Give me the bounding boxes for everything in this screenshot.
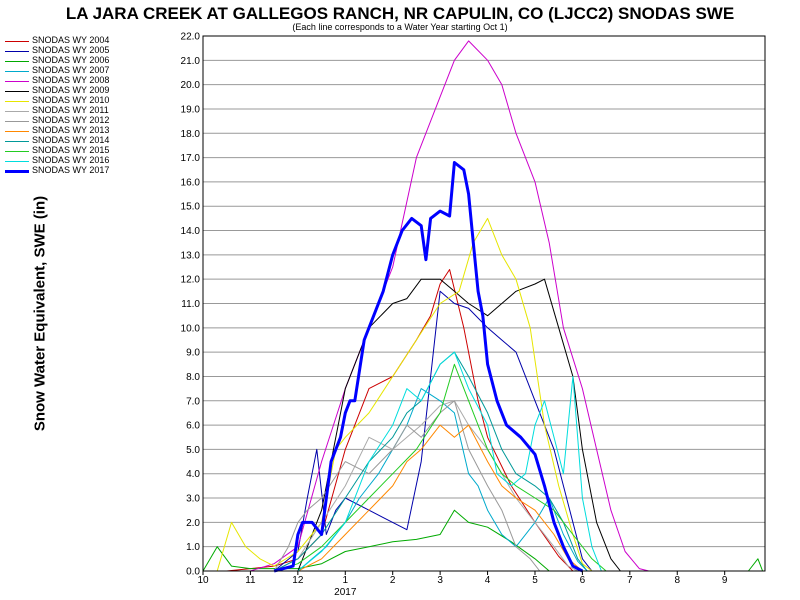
x-tick-label: 6 [580, 575, 586, 586]
y-tick-label: 18.0 [181, 129, 201, 140]
x-tick-label: 7 [627, 575, 633, 586]
series-line [297, 424, 583, 572]
legend-swatch [5, 41, 29, 42]
y-tick-label: 1.0 [186, 542, 200, 553]
y-tick-label: 5.0 [186, 445, 200, 456]
x-tick-label: 8 [674, 575, 680, 586]
series-line [273, 161, 584, 573]
series-line [273, 351, 588, 572]
legend-swatch [5, 61, 29, 62]
legend-swatch [5, 51, 29, 52]
legend-label: SNODAS WY 2016 [32, 155, 110, 165]
legend-label: SNODAS WY 2015 [32, 145, 110, 155]
legend-swatch [5, 121, 29, 122]
y-tick-label: 10.0 [181, 323, 201, 334]
series-layer [202, 40, 764, 573]
x-tick-label: 9 [722, 575, 728, 586]
x-tick-label: 5 [532, 575, 538, 586]
legend-label: SNODAS WY 2008 [32, 75, 110, 85]
y-tick-label: 19.0 [181, 104, 201, 115]
x-tick-label: 2 [390, 575, 396, 586]
legend-label: SNODAS WY 2004 [32, 35, 110, 45]
x-tick-label: 10 [197, 575, 209, 586]
series-line [273, 363, 607, 572]
chart-title: LA JARA CREEK AT GALLEGOS RANCH, NR CAPU… [65, 4, 735, 23]
y-tick-label: 8.0 [186, 372, 200, 383]
series-line [297, 388, 588, 572]
y-tick-label: 14.0 [181, 226, 201, 237]
x-tick-label: 1 [342, 575, 348, 586]
legend-label: SNODAS WY 2007 [32, 65, 110, 75]
y-tick-label: 17.0 [181, 153, 201, 164]
legend-label: SNODAS WY 2014 [32, 135, 110, 145]
legend-swatch [5, 141, 29, 142]
legend-swatch [5, 161, 29, 162]
y-tick-label: 3.0 [186, 494, 200, 505]
series-line [250, 40, 649, 572]
x-axis-ticks: 10 11 12 1 2 3 4 5 6 7 8 9 [197, 571, 728, 586]
y-tick-label: 16.0 [181, 177, 201, 188]
legend-label: SNODAS WY 2006 [32, 55, 110, 65]
series-line [273, 400, 578, 572]
y-tick-label: 13.0 [181, 250, 201, 261]
y-tick-label: 0.0 [186, 567, 200, 578]
y-tick-label: 20.0 [181, 80, 201, 91]
series-line [216, 217, 593, 572]
grid [203, 35, 765, 572]
legend-swatch [5, 151, 29, 152]
x-tick-label: 12 [292, 575, 304, 586]
y-tick-label: 7.0 [186, 396, 200, 407]
y-tick-label: 12.0 [181, 275, 201, 286]
y-tick-label: 21.0 [181, 56, 201, 67]
chart-subtitle: (Each line corresponds to a Water Year s… [292, 22, 508, 32]
y-tick-label: 2.0 [186, 518, 200, 529]
legend-label: SNODAS WY 2017 [32, 165, 110, 175]
series-line [273, 400, 541, 572]
legend-label: SNODAS WY 2010 [32, 95, 110, 105]
plot-frame [202, 35, 766, 572]
legend-swatch [5, 111, 29, 112]
y-tick-label: 6.0 [186, 421, 200, 432]
y-tick-label: 9.0 [186, 348, 200, 359]
y-tick-label: 4.0 [186, 469, 200, 480]
x-tick-label: 11 [245, 575, 256, 586]
y-tick-label: 11.0 [181, 299, 200, 310]
legend-swatch [5, 91, 29, 92]
y-tick-label: 15.0 [181, 202, 201, 213]
y-axis-ticks: 0.0 1.0 2.0 3.0 4.0 5.0 6.0 7.0 8.0 9.0 10.0 11.0 12… [181, 32, 201, 578]
legend-swatch [5, 81, 29, 82]
legend-swatch [5, 131, 29, 132]
legend-label: SNODAS WY 2012 [32, 115, 110, 125]
x-tick-label: 3 [437, 575, 443, 586]
legend-swatch [5, 170, 29, 173]
y-tick-label: 22.0 [181, 32, 201, 43]
series-line [297, 351, 602, 572]
legend-swatch [5, 101, 29, 102]
legend-swatch [5, 71, 29, 72]
legend-label: SNODAS WY 2009 [32, 85, 110, 95]
legend-label: SNODAS WY 2011 [32, 105, 109, 115]
legend-label: SNODAS WY 2005 [32, 45, 110, 55]
x-tick-label: 4 [485, 575, 491, 586]
x-axis-label: 2017 [334, 587, 357, 598]
legend-label: SNODAS WY 2013 [32, 125, 110, 135]
